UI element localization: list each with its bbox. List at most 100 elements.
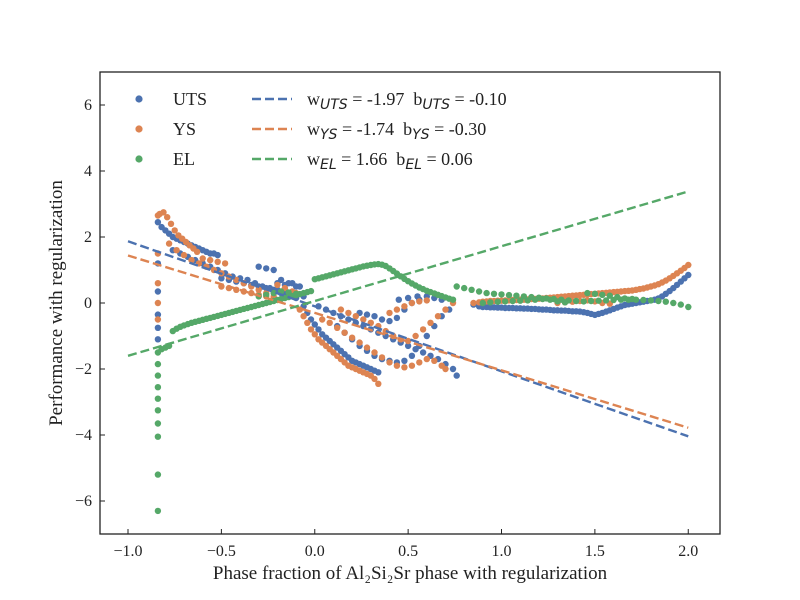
point-el-123 [561, 299, 569, 306]
point-uts-95 [419, 349, 427, 356]
point-ys-8 [167, 220, 175, 227]
point-el-134 [655, 297, 662, 305]
point-el-132 [640, 296, 647, 304]
point-el-101 [498, 291, 505, 298]
legend-label-fit-ys: wYS = -1.74 bYS = -0.30 [307, 119, 486, 143]
point-ys-68 [375, 380, 382, 387]
point-el-136 [670, 299, 677, 307]
point-el-6 [154, 384, 162, 391]
x-tick-label: 1.5 [585, 543, 605, 560]
y-tick-label: −4 [75, 427, 92, 444]
point-uts-110 [401, 357, 408, 364]
point-el-103 [513, 292, 520, 299]
point-ys-6 [160, 209, 167, 216]
point-el-144 [621, 295, 628, 302]
point-ys-103 [386, 309, 393, 317]
point-uts-122 [393, 314, 401, 322]
y-axis-ticks: −6 −4 −2 0 2 4 6 [75, 97, 105, 510]
legend-label-fit-uts: wUTS = -1.97 bUTS = -0.10 [307, 89, 507, 113]
x-axis-label: Phase fraction of Al₂Si₂Sr phase with re… [213, 563, 608, 584]
point-el-102 [505, 291, 513, 299]
point-ys-84 [431, 357, 438, 364]
point-uts-93 [404, 342, 412, 350]
y-tick-label: 4 [84, 163, 92, 180]
point-ys-51 [311, 331, 318, 338]
legend-marker-ys [135, 125, 143, 133]
point-ys-105 [401, 303, 408, 310]
point-el-145 [629, 295, 636, 303]
x-tick-label: −0.5 [207, 543, 236, 560]
point-uts-64 [315, 326, 322, 333]
point-el-2 [154, 433, 162, 440]
point-uts-57 [289, 280, 296, 287]
point-ys-70 [326, 319, 333, 326]
point-ys-15 [193, 248, 201, 255]
x-tick-label: 1.0 [492, 543, 512, 560]
point-uts-51 [270, 266, 277, 274]
point-ys-80 [401, 364, 408, 371]
point-ys-81 [408, 362, 416, 369]
point-el-124 [580, 298, 587, 305]
point-uts-111 [408, 352, 416, 359]
point-el-97 [468, 286, 475, 293]
series-uts [154, 219, 692, 379]
point-ys-166 [685, 261, 692, 269]
legend-marker-uts [135, 95, 143, 103]
point-uts-4 [154, 324, 162, 331]
point-el-125 [587, 297, 595, 305]
point-uts-0 [154, 219, 162, 226]
point-uts-2 [154, 288, 162, 295]
point-ys-17 [173, 247, 180, 254]
point-ys-88 [345, 309, 352, 317]
point-el-0 [154, 507, 162, 515]
point-el-138 [685, 303, 692, 311]
point-el-113 [487, 299, 494, 306]
y-tick-label: 6 [84, 97, 92, 114]
point-ys-101 [442, 306, 449, 313]
legend-marker-el [135, 155, 143, 163]
point-el-52 [263, 291, 270, 298]
point-el-96 [461, 284, 468, 292]
point-ys-97 [412, 332, 419, 340]
point-el-121 [546, 296, 554, 303]
fit-ys-line [127, 254, 689, 429]
point-el-133 [647, 297, 655, 304]
point-uts-38 [218, 275, 225, 282]
point-ys-32 [207, 256, 214, 264]
point-uts-119 [371, 313, 378, 320]
point-uts-5 [154, 336, 162, 343]
point-ys-34 [221, 260, 229, 267]
legend-label-el: EL [173, 149, 195, 169]
point-ys-90 [360, 316, 367, 323]
point-el-100 [490, 290, 498, 297]
point-uts-99 [449, 365, 457, 373]
point-ys-2 [154, 280, 162, 287]
point-uts-21 [214, 251, 221, 259]
point-el-139 [584, 289, 591, 297]
point-uts-129 [395, 296, 402, 303]
point-ys-31 [199, 255, 206, 262]
point-ys-48 [300, 313, 307, 320]
point-el-55 [285, 289, 292, 296]
point-ys-69 [319, 316, 326, 323]
point-uts-58 [296, 283, 303, 290]
point-el-126 [595, 297, 602, 304]
point-el-56 [292, 290, 300, 297]
point-el-120 [539, 295, 546, 303]
point-ys-86 [442, 365, 449, 373]
point-uts-121 [386, 317, 393, 325]
point-ys-4 [154, 316, 162, 323]
point-el-8 [154, 360, 162, 368]
point-ys-79 [393, 362, 401, 369]
point-ys-82 [416, 359, 423, 366]
point-el-115 [502, 298, 509, 305]
scatter-points [154, 209, 692, 515]
legend-label-fit-el: wEL = 1.66 bEL = 0.06 [307, 149, 473, 173]
legend: UTS YS EL wUTS = -1.97 bUTS = -0.10 wYS = -1… [135, 89, 507, 173]
point-ys-87 [337, 306, 345, 313]
point-ys-72 [341, 329, 348, 336]
point-ys-108 [423, 297, 430, 304]
point-uts-63 [311, 321, 318, 328]
y-tick-label: −6 [75, 493, 92, 510]
